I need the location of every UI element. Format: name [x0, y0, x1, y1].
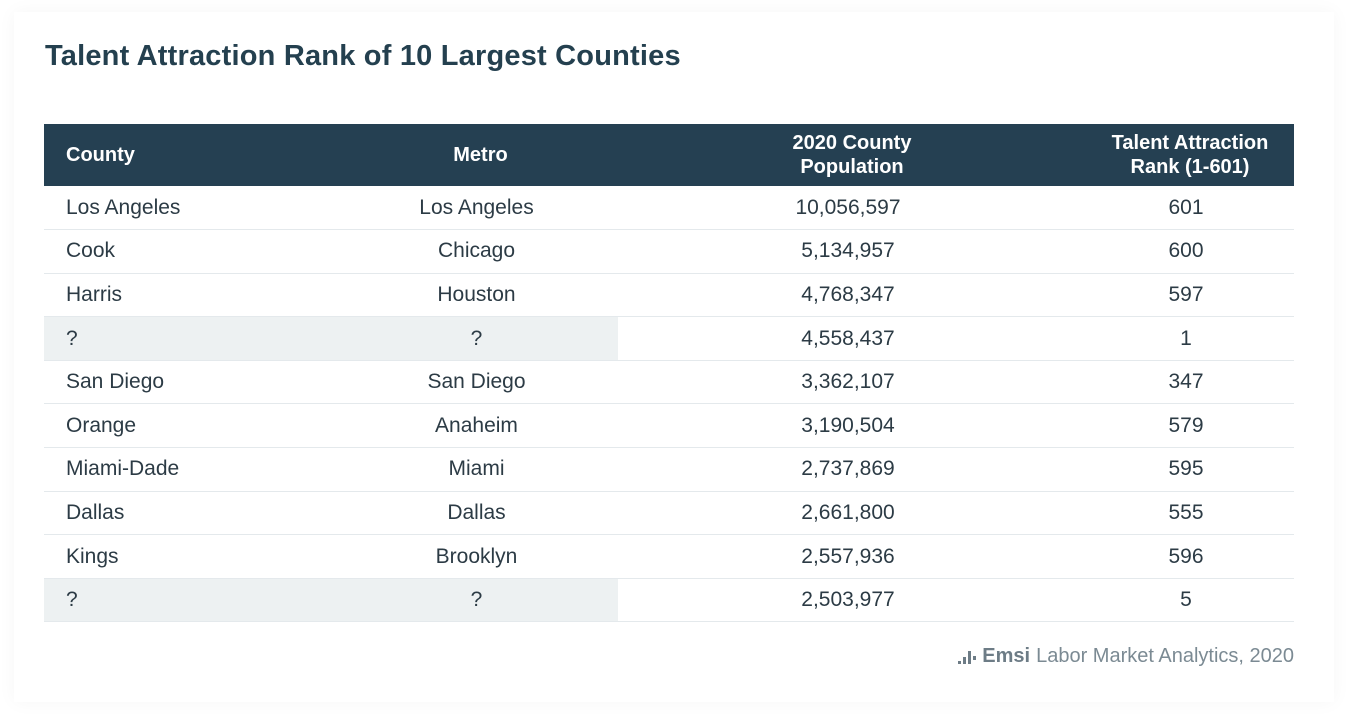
cell-metro: Miami: [335, 447, 618, 492]
cell-county: ?: [44, 578, 335, 623]
cell-county: Miami-Dade: [44, 447, 335, 492]
cell-metro: Chicago: [335, 229, 618, 274]
cell-rank: 347: [1078, 360, 1294, 405]
header-rank-line1: Talent Attraction: [1111, 132, 1269, 154]
source-credit: Emsi Labor Market Analytics, 2020: [957, 645, 1294, 668]
cell-population: 5,134,957: [618, 229, 1078, 274]
cell-county: ?: [44, 316, 335, 361]
header-county: County: [66, 144, 135, 166]
table-row: ?? 2,503,977 5: [44, 578, 1294, 623]
cell-county: Los Angeles: [44, 186, 335, 231]
cell-population: 2,737,869: [618, 447, 1078, 492]
cell-county: Dallas: [44, 491, 335, 536]
cell-metro: Los Angeles: [335, 186, 618, 231]
header-rank-line2: Rank (1-601): [1130, 156, 1250, 178]
cell-rank: 600: [1078, 229, 1294, 274]
header-population-line2: Population: [800, 156, 904, 178]
table-row: Dallas Dallas 2,661,800 555: [44, 491, 1294, 536]
table-row: Harris Houston 4,768,347 597: [44, 273, 1294, 318]
header-metro: Metro: [453, 144, 508, 166]
table-row: Kings Brooklyn 2,557,936 596: [44, 534, 1294, 579]
table-header: County Metro 2020 County Population Tale…: [44, 124, 1294, 186]
table-row: San Diego San Diego 3,362,107 347: [44, 360, 1294, 405]
header-rank: Talent Attraction Rank (1-601): [1078, 124, 1294, 186]
cell-rank: 597: [1078, 273, 1294, 318]
table-row: Miami-Dade Miami 2,737,869 595: [44, 447, 1294, 492]
emsi-logo: Emsi: [957, 645, 1030, 668]
cell-metro: Houston: [335, 273, 618, 318]
cell-rank: 555: [1078, 491, 1294, 536]
cell-rank: 596: [1078, 534, 1294, 579]
cell-county: San Diego: [44, 360, 335, 405]
bar-chart-logo-icon: [958, 650, 977, 664]
cell-population: 3,190,504: [618, 403, 1078, 449]
cell-metro: ?: [335, 316, 618, 361]
cell-metro: San Diego: [335, 360, 618, 405]
table-row: ?? 4,558,437 1: [44, 316, 1294, 361]
cell-metro: Dallas: [335, 491, 618, 536]
cell-population: 3,362,107: [618, 360, 1078, 405]
table-row: Los Angeles Los Angeles 10,056,597 601: [44, 186, 1294, 231]
county-table: County Metro 2020 County Population Tale…: [44, 124, 1294, 623]
table-row: Orange Anaheim 3,190,504 579: [44, 403, 1294, 449]
header-row: County Metro 2020 County Population Tale…: [44, 124, 1294, 186]
cell-population: 2,557,936: [618, 534, 1078, 579]
cell-population: 2,503,977: [618, 578, 1078, 623]
cell-rank: 5: [1078, 578, 1294, 623]
cell-population: 4,768,347: [618, 273, 1078, 318]
cell-county: Orange: [44, 403, 335, 449]
cell-county: Kings: [44, 534, 335, 579]
cell-metro: Brooklyn: [335, 534, 618, 579]
header-population-line1: 2020 County: [792, 132, 912, 154]
chart-title: Talent Attraction Rank of 10 Largest Cou…: [45, 40, 681, 72]
cell-rank: 601: [1078, 186, 1294, 231]
cell-metro: Anaheim: [335, 403, 618, 449]
header-population: 2020 County Population: [618, 124, 1078, 186]
table-body: Los Angeles Los Angeles 10,056,597 601 Cook C…: [44, 186, 1294, 623]
brand-name: Emsi: [982, 645, 1031, 667]
cell-population: 4,558,437: [618, 316, 1078, 361]
cell-population: 10,056,597: [618, 186, 1078, 231]
source-text: Labor Market Analytics, 2020: [1036, 645, 1294, 667]
cell-rank: 579: [1078, 403, 1294, 449]
cell-metro: ?: [335, 578, 618, 623]
cell-rank: 1: [1078, 316, 1294, 361]
cell-county: Harris: [44, 273, 335, 318]
table-row: Cook Chicago 5,134,957 600: [44, 229, 1294, 274]
cell-population: 2,661,800: [618, 491, 1078, 536]
cell-rank: 595: [1078, 447, 1294, 492]
cell-county: Cook: [44, 229, 335, 274]
